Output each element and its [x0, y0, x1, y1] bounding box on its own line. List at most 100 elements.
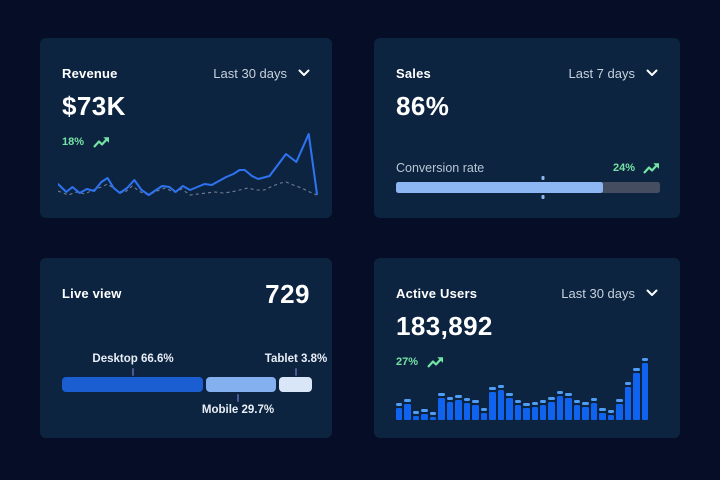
- bar: [599, 408, 606, 420]
- bar-cap: [438, 393, 445, 396]
- bar-body: [582, 406, 589, 420]
- bar-cap: [616, 399, 623, 402]
- bar: [463, 398, 471, 420]
- device-split-bar: [62, 377, 312, 392]
- bar-body: [624, 386, 632, 420]
- bar-cap: [514, 400, 522, 403]
- revenue-card-header: Revenue Last 30 days: [62, 64, 310, 82]
- sales-value: 86%: [396, 91, 450, 121]
- revenue-trend: 18%: [62, 135, 110, 149]
- active-users-value: 183,892: [396, 311, 493, 341]
- bar-body: [463, 402, 471, 420]
- bar-cap: [624, 382, 632, 385]
- bar: [565, 393, 572, 420]
- bar: [616, 399, 623, 420]
- bar-body: [429, 416, 437, 420]
- bar-cap: [573, 400, 581, 403]
- bar-cap: [633, 368, 640, 371]
- bar-body: [539, 404, 547, 420]
- active-users-range-dropdown[interactable]: Last 30 days: [561, 286, 658, 301]
- bar: [438, 393, 445, 420]
- bar-body: [531, 406, 538, 420]
- bar-cap: [480, 408, 488, 411]
- bar: [539, 400, 547, 420]
- progress-marker-top: [541, 176, 545, 180]
- bar-cap: [455, 395, 462, 398]
- bar-body: [489, 391, 496, 420]
- bar: [573, 400, 581, 420]
- segment-label-tablet: Tablet 3.8%: [264, 353, 328, 365]
- bar-body: [523, 407, 530, 420]
- bar: [421, 409, 428, 420]
- bar: [531, 402, 538, 420]
- revenue-line-previous: [58, 181, 318, 196]
- live-view-value: 729: [265, 279, 310, 309]
- bar-cap: [523, 403, 530, 406]
- bar: [472, 400, 479, 420]
- bar-cap: [429, 412, 437, 415]
- revenue-line-current: [58, 133, 318, 196]
- device-split-chart: Desktop 66.6% Tablet 3.8% Mobile 29.7%: [62, 352, 327, 418]
- segment-desktop: [62, 377, 203, 392]
- bar: [523, 403, 530, 420]
- bar-cap: [531, 402, 538, 405]
- bar: [556, 391, 564, 420]
- bar-body: [497, 389, 505, 420]
- desktop-tick: [132, 368, 134, 376]
- sales-card: Sales Last 7 days 86% Conversion rate 24…: [374, 38, 680, 218]
- bar-body: [641, 362, 649, 420]
- bar-body: [590, 402, 598, 420]
- chevron-down-icon: [298, 69, 310, 76]
- bar-body: [633, 372, 640, 420]
- bar-cap: [396, 403, 403, 406]
- bar-body: [446, 401, 454, 420]
- bar-cap: [472, 400, 479, 403]
- bar-cap: [412, 411, 420, 414]
- sales-trend-pct: 24%: [612, 162, 635, 174]
- active-users-card-header: Active Users Last 30 days: [396, 284, 658, 302]
- bar-body: [506, 397, 513, 420]
- revenue-card-title: Revenue: [62, 65, 118, 81]
- bar-body: [616, 403, 623, 420]
- bar: [590, 398, 598, 420]
- bar-cap: [421, 409, 428, 412]
- segment-mobile: [206, 377, 276, 392]
- bar-cap: [590, 398, 598, 401]
- active-users-trend: 27%: [396, 355, 444, 369]
- bar-cap: [404, 399, 411, 402]
- bar: [396, 403, 403, 420]
- bar-cap: [556, 391, 564, 394]
- bar: [489, 387, 496, 420]
- bar-cap: [565, 393, 572, 396]
- bar: [506, 393, 513, 420]
- bar: [607, 410, 615, 420]
- sales-card-title: Sales: [396, 65, 431, 81]
- bar: [455, 395, 462, 420]
- segment-tablet: [279, 377, 312, 392]
- live-view-card-title: Live view: [62, 285, 122, 301]
- sales-range-dropdown[interactable]: Last 7 days: [569, 66, 659, 81]
- bar: [633, 368, 640, 420]
- bar-body: [396, 407, 403, 420]
- active-users-range-label: Last 30 days: [561, 285, 635, 301]
- conversion-rate-row: Conversion rate 24%: [396, 160, 660, 176]
- active-users-bar-chart: [396, 356, 649, 420]
- bar: [548, 397, 555, 420]
- segment-label-mobile: Mobile 29.7%: [201, 404, 275, 416]
- active-users-card-title: Active Users: [396, 285, 478, 301]
- trending-up-icon: [643, 162, 659, 174]
- tablet-tick: [295, 368, 297, 376]
- chevron-down-icon: [646, 289, 658, 296]
- bar-body: [472, 404, 479, 420]
- bar-cap: [548, 397, 555, 400]
- active-users-card: Active Users Last 30 days 183,892 27%: [374, 258, 680, 438]
- sales-trend: 24%: [613, 162, 660, 175]
- active-users-trend-pct: 27%: [396, 356, 419, 368]
- chevron-down-icon: [646, 69, 658, 76]
- revenue-value: $73K: [62, 91, 126, 121]
- bar-cap: [497, 385, 505, 388]
- revenue-range-dropdown[interactable]: Last 30 days: [213, 66, 310, 81]
- bar-body: [480, 412, 488, 420]
- conversion-rate-label: Conversion rate: [396, 161, 485, 175]
- bar: [497, 385, 505, 420]
